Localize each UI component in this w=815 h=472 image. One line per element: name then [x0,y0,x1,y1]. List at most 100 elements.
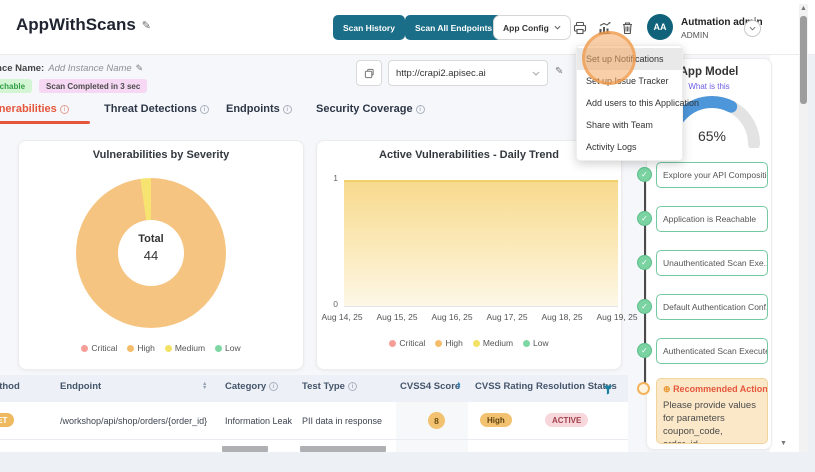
menu-item-set-up-notifications[interactable]: Set up Notifications [577,48,682,70]
active-tab-underline [0,121,90,124]
copy-url-button[interactable] [356,60,382,86]
step-check-icon: ✓ [637,211,652,226]
app-config-label: App Config [503,22,549,33]
analytics-icon[interactable] [596,20,612,36]
y-tick-1: 1 [333,173,338,183]
col-test-type-label: Test Type [302,381,345,392]
app-url-input[interactable]: http://crapi2.apisec.ai [388,60,548,86]
tab-vulnerabilities[interactable]: Vulnerabilities i [0,103,69,115]
clipped-row-text [222,446,268,452]
tab-threat-detections-label: Threat Detections [104,103,197,115]
table-row[interactable] [0,402,628,440]
col-method[interactable]: Method [0,381,20,392]
legend-item: Medium [164,343,205,353]
scrollbar-track[interactable] [799,4,808,452]
step-item: Authenticated Scan Executed [656,338,768,364]
chevron-down-icon[interactable] [532,71,540,76]
what-is-this-link[interactable]: What is this [688,82,730,91]
step-item: Default Authentication Conf... [656,294,768,320]
user-role: ADMIN [681,30,709,40]
page-bottom-strip [0,452,815,472]
x-label: Aug 16, 25 [431,312,473,322]
recommended-action-title: Recommended Action [673,384,768,394]
menu-item-activity-logs[interactable]: Activity Logs [586,142,637,152]
col-cvss4-score[interactable]: CVSS4 Score [400,381,460,392]
cvss-rating-badge: High [480,413,512,427]
instance-name-label: Instance Name: [0,63,45,74]
edit-title-icon[interactable]: ✎ [141,19,152,32]
col-test-type[interactable]: Test Type i [302,381,357,392]
edit-url-icon[interactable]: ✎ [555,66,564,77]
avatar[interactable]: AA [647,14,673,40]
sort-endpoint-icon[interactable]: ▲ ▼ [202,381,208,391]
legend-label: Critical [91,343,118,353]
chevron-down-icon [749,26,756,31]
legend-item: High [127,343,155,353]
edit-instance-icon[interactable]: ✎ [135,63,144,73]
info-icon: i [199,104,209,114]
tab-security-coverage[interactable]: Security Coverage i [316,103,425,115]
legend-item: High [435,338,463,348]
recommended-action-card: ⊕ Recommended Action Please provide valu… [656,378,768,444]
chevron-down-icon [554,25,561,30]
trend-chart-title: Active Vulnerabilities - Daily Trend [379,149,559,161]
printer-icon[interactable] [572,20,588,36]
trend-area-fill [344,180,618,306]
cell-test-type: PII data in response [302,416,383,426]
app-url-value: http://crapi2.apisec.ai [396,67,486,79]
scan-status-badge: Scan Completed in 3 sec [39,79,148,93]
copy-icon [364,68,374,78]
table-header-row [0,375,628,402]
legend-dot [523,339,531,347]
app-config-button[interactable]: App Config [493,15,571,40]
col-cvss-rating[interactable]: CVSS Rating [475,381,534,392]
panel-scroll-down-icon[interactable]: ▼ [780,440,787,447]
step-check-icon: ✓ [637,167,652,182]
tab-endpoints[interactable]: Endpoints i [226,103,292,115]
gauge-percent-label: 65% [697,128,727,144]
sort-cvss4-score-icon[interactable]: ▲ ▼ [456,381,462,391]
x-label: Aug 15, 25 [376,312,418,322]
app-model-title: App Model [679,66,739,78]
page-right-strip [808,55,815,452]
scrollbar-thumb[interactable] [800,16,807,104]
legend-item: Critical [81,343,117,353]
col-category[interactable]: Category i [225,381,279,392]
trend-legend: Critical High Medium Low [316,338,622,348]
legend-dot [164,344,172,352]
scan-history-button[interactable]: Scan History [333,15,405,40]
y-tick-0: 0 [333,299,338,309]
col-cvss4-score-label: CVSS4 Score [400,381,461,392]
cvss4-score-badge: 8 [428,412,445,429]
legend-item: Low [523,338,549,348]
menu-item-set-up-issue-tracker[interactable]: Set up Issue Tracker [586,76,669,86]
reachable-badge: Reachable [0,79,33,93]
user-menu-chevron[interactable] [744,20,761,37]
tab-security-coverage-label: Security Coverage [316,103,413,115]
x-label: Aug 14, 25 [321,312,363,322]
page-title: AppWithScans [16,15,136,34]
legend-dot [215,344,223,352]
step-item: Explore your API Composition [656,162,768,188]
severity-donut-hole [118,220,184,286]
filter-icon[interactable] [603,382,613,400]
step-check-icon: ✓ [637,255,652,270]
scan-all-endpoints-button[interactable]: Scan All Endpoints [405,15,503,40]
step-item: Application is Reachable [656,206,768,232]
legend-item: Low [215,343,241,353]
col-endpoint[interactable]: Endpoint [60,381,101,392]
tab-threat-detections[interactable]: Threat Detections i [104,103,209,115]
col-endpoint-label: Endpoint [60,381,102,392]
menu-item-share-with-team[interactable]: Share with Team [586,120,653,130]
col-resolution-status[interactable]: Resolution Status [536,381,617,392]
scrollbar-up-icon[interactable]: ▲ [800,5,807,12]
menu-item-add-users[interactable]: Add users to this Application [586,98,700,108]
legend-label: Low [225,343,241,353]
x-label: Aug 19, 25 [596,312,638,322]
legend-label: High [137,343,155,353]
legend-dot [435,339,443,347]
legend-label: High [445,338,463,348]
legend-label: Critical [399,338,426,348]
delete-icon[interactable] [619,20,635,36]
